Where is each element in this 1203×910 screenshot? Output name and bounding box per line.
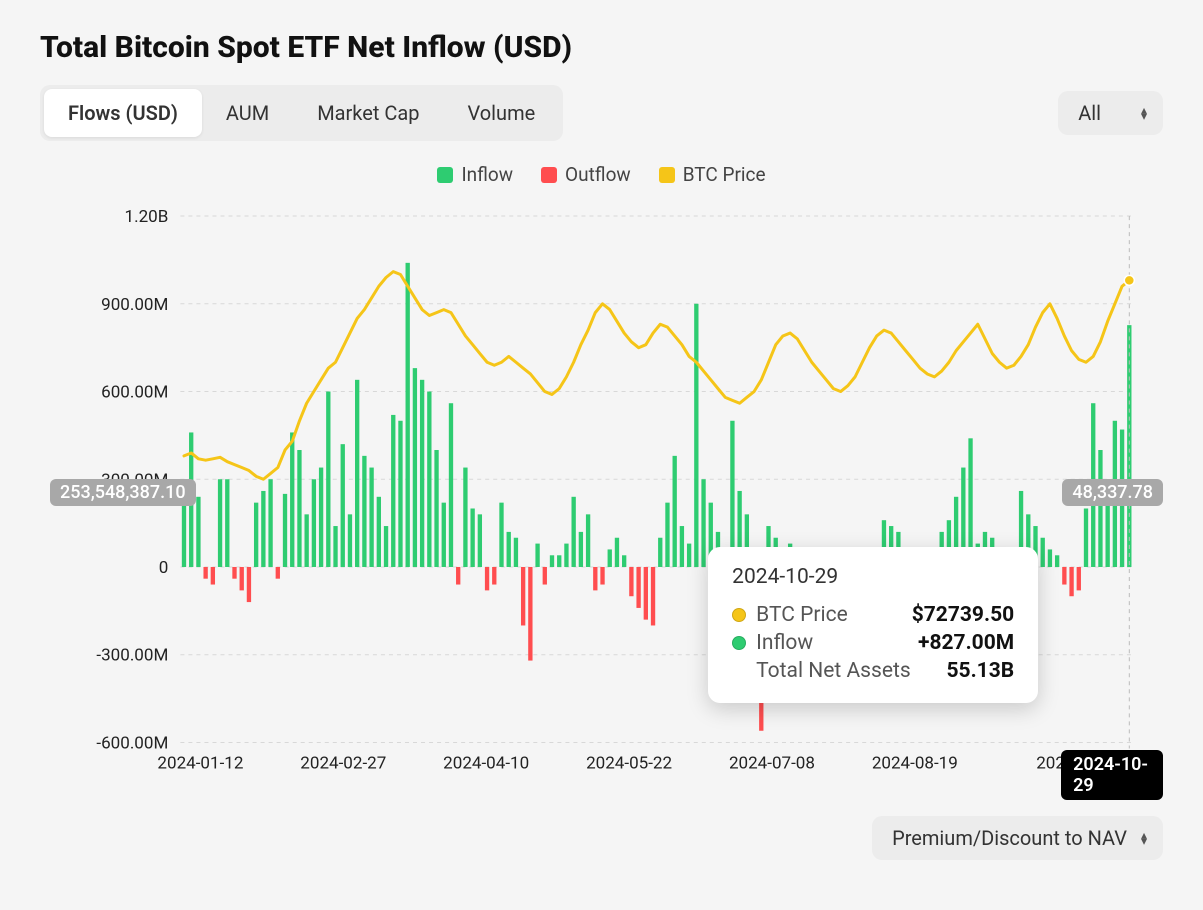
tooltip-dot-icon	[732, 636, 746, 650]
tooltip-value: $72739.50	[912, 603, 1014, 627]
legend-item[interactable]: BTC Price	[659, 163, 766, 186]
tooltip-dot-icon	[732, 608, 746, 622]
svg-text:600.00M: 600.00M	[101, 383, 168, 403]
tooltip-label: Inflow	[756, 631, 813, 655]
tooltip-date: 2024-10-29	[732, 565, 1014, 589]
tooltip-value: 55.13B	[946, 659, 1014, 683]
tooltip-label: BTC Price	[756, 603, 848, 627]
svg-text:2024-02-27: 2024-02-27	[300, 754, 386, 774]
legend-swatch-icon	[659, 167, 675, 183]
tooltip-row: Inflow +827.00M	[732, 629, 1014, 657]
chevron-updown-icon: ▴▾	[1141, 832, 1147, 844]
svg-text:2024-05-22: 2024-05-22	[586, 754, 672, 774]
legend-item[interactable]: Inflow	[437, 163, 513, 186]
svg-text:2024-07-08: 2024-07-08	[729, 754, 815, 774]
chart-legend: Inflow Outflow BTC Price	[40, 157, 1163, 196]
nav-metric-selector[interactable]: Premium/Discount to NAV ▴▾	[872, 816, 1163, 860]
tooltip-label: Total Net Assets	[756, 659, 911, 683]
page-title: Total Bitcoin Spot ETF Net Inflow (USD)	[40, 30, 1163, 65]
right-axis-marker: 48,337.78	[1062, 479, 1163, 506]
tab-flows-usd-[interactable]: Flows (USD)	[44, 89, 202, 137]
svg-text:2024-08-19: 2024-08-19	[872, 754, 958, 774]
tooltip-row: BTC Price $72739.50	[732, 601, 1014, 629]
svg-text:900.00M: 900.00M	[101, 295, 168, 315]
svg-text:0: 0	[159, 558, 169, 578]
tab-aum[interactable]: AUM	[202, 89, 293, 137]
tab-market-cap[interactable]: Market Cap	[293, 89, 443, 137]
svg-text:1.20B: 1.20B	[125, 207, 169, 227]
tooltip-value: +827.00M	[918, 631, 1014, 655]
chevron-updown-icon: ▴▾	[1141, 107, 1147, 119]
svg-text:-300.00M: -300.00M	[96, 646, 168, 666]
tab-volume[interactable]: Volume	[443, 89, 559, 137]
legend-label: BTC Price	[683, 163, 766, 186]
svg-text:2024-01-12: 2024-01-12	[157, 754, 243, 774]
legend-label: Inflow	[461, 163, 513, 186]
chart-tooltip: 2024-10-29 BTC Price $72739.50 Inflow +827.…	[708, 547, 1038, 703]
nav-label: Premium/Discount to NAV	[892, 826, 1127, 850]
metric-tabs: Flows (USD)AUMMarket CapVolume	[40, 85, 563, 141]
time-range-selector[interactable]: All ▴▾	[1058, 91, 1163, 135]
legend-label: Outflow	[565, 163, 631, 186]
controls-row: Flows (USD)AUMMarket CapVolume All ▴▾	[40, 85, 1163, 141]
svg-text:2024-04-10: 2024-04-10	[443, 754, 529, 774]
legend-swatch-icon	[541, 167, 557, 183]
legend-item[interactable]: Outflow	[541, 163, 631, 186]
svg-text:-600.00M: -600.00M	[96, 733, 168, 753]
legend-swatch-icon	[437, 167, 453, 183]
tooltip-row: Total Net Assets 55.13B	[732, 657, 1014, 685]
left-axis-marker: 253,548,387.10	[50, 479, 196, 506]
x-axis-active-marker: 2024-10-29	[1061, 750, 1163, 800]
range-label: All	[1078, 101, 1101, 125]
chart-container: -600.00M-300.00M0300.00M600.00M900.00M1.…	[40, 196, 1163, 778]
